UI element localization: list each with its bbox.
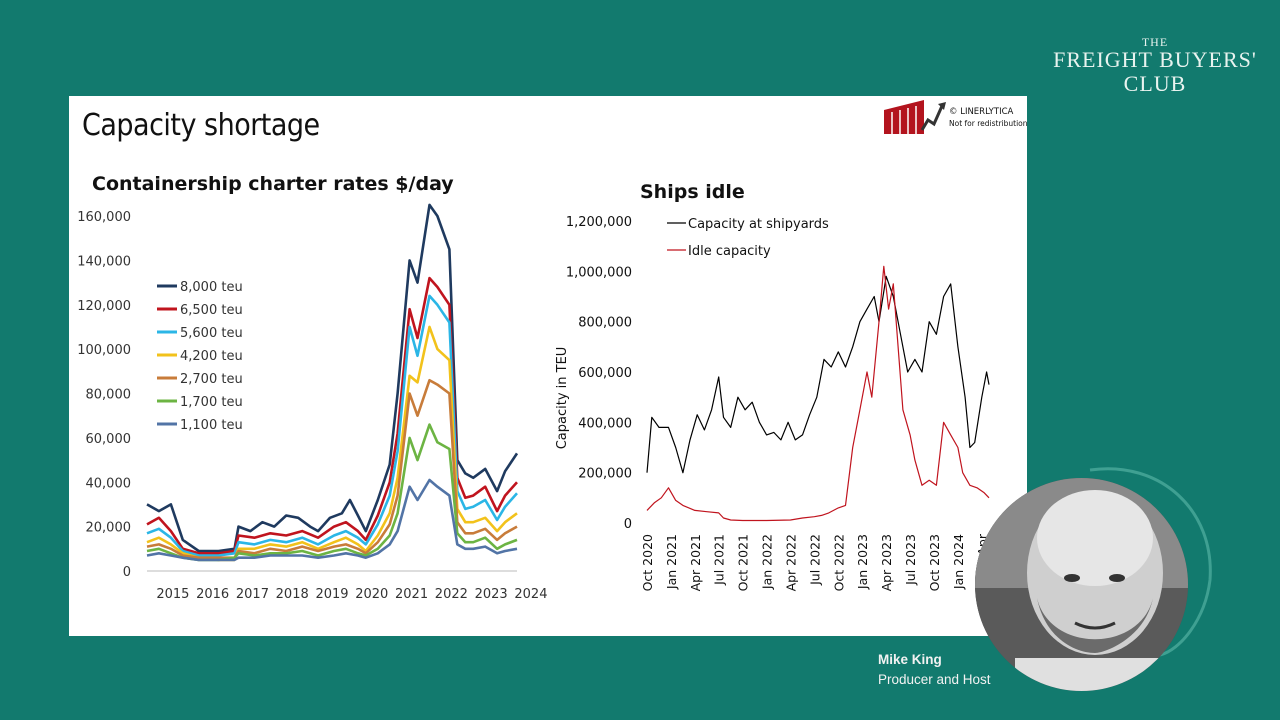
- chart1-series-line: [146, 378, 518, 559]
- chart2-y-tick: 800,000: [578, 316, 632, 331]
- chart2-x-tick: Jul 2023: [903, 534, 918, 586]
- linerlytica-logo: © LINERLYTICA Not for redistribution: [884, 100, 1028, 134]
- host-photo-icon: [975, 478, 1188, 691]
- chart1-legend-label: 4,200 teu: [180, 349, 243, 364]
- chart2-x-tick: Oct 2023: [927, 534, 942, 591]
- chart2-legend-label: Idle capacity: [688, 244, 771, 259]
- chart2-y-tick: 1,000,000: [566, 265, 632, 280]
- host-role: Producer and Host: [878, 672, 991, 687]
- chart1-legend-label: 5,600 teu: [180, 326, 243, 341]
- chart1-series-line: [146, 276, 518, 555]
- chart2-x-tick: Oct 2021: [736, 534, 751, 591]
- chart1-y-tick: 80,000: [86, 388, 132, 403]
- chart1-series-line: [146, 423, 518, 562]
- chart1-y-tick: 160,000: [77, 210, 131, 225]
- chart1-legend-label: 6,500 teu: [180, 303, 243, 318]
- chart1-x-tick: 2018: [276, 587, 309, 602]
- chart1-legend-label: 2,700 teu: [180, 372, 243, 387]
- chart2-x-tick: Jan 2022: [760, 534, 775, 590]
- chart1-legend-label: 1,100 teu: [180, 418, 243, 433]
- chart2-y-label: Capacity in TEU: [555, 347, 570, 450]
- chart1-x-tick: 2020: [355, 587, 388, 602]
- chart1-x-tick: 2024: [514, 587, 547, 602]
- chart2-y-tick: 0: [624, 517, 632, 532]
- chart1-y-tick: 20,000: [86, 521, 132, 536]
- chart1-legend-label: 1,700 teu: [180, 395, 243, 410]
- chart1-series-line: [146, 203, 519, 553]
- freight-buyers-club-brand: THE FREIGHT BUYERS' CLUB: [1030, 36, 1280, 96]
- chart2-legend-label: Capacity at shipyards: [688, 217, 829, 232]
- chart1-x-tick: 2016: [196, 587, 229, 602]
- host-name: Mike King: [878, 652, 942, 667]
- chart1-y-tick: 100,000: [77, 343, 131, 358]
- brand-the: THE: [1141, 35, 1169, 49]
- chart1-x-tick: 2021: [395, 587, 428, 602]
- chart1-title: Containership charter rates $/day: [92, 173, 454, 195]
- chart2-x-tick: Jul 2022: [807, 534, 822, 586]
- chart2-x-tick: Oct 2020: [640, 534, 655, 591]
- logo-text: © LINERLYTICA: [949, 107, 1014, 117]
- chart1-x-tick: 2019: [315, 587, 348, 602]
- chart1-legend-label: 8,000 teu: [180, 280, 243, 295]
- decorative-outline: [1089, 467, 1212, 657]
- chart2-y-tick: 200,000: [578, 467, 632, 482]
- chart1-y-tick: 60,000: [86, 432, 132, 447]
- chart1-y-tick: 120,000: [77, 299, 131, 314]
- logo-subtext: Not for redistribution: [949, 119, 1028, 128]
- chart2-x-tick: Apr 2021: [688, 534, 703, 591]
- slide-title: Capacity shortage: [82, 108, 320, 143]
- chart2-series-line: [646, 265, 990, 522]
- chart2-x-tick: Jan 2023: [855, 534, 870, 590]
- chart2-title: Ships idle: [640, 181, 745, 203]
- chart2-x-tick: Apr 2023: [879, 534, 894, 591]
- chart2-x-tick: Oct 2022: [831, 534, 846, 591]
- brand-line2: CLUB: [1123, 71, 1187, 96]
- chart1-x-tick: 2015: [156, 587, 189, 602]
- chart1-series-line: [146, 478, 518, 562]
- chart2-x-tick: Jan 2024: [951, 534, 966, 590]
- chart1-y-tick: 0: [123, 565, 131, 580]
- chart2-series-line: [646, 275, 990, 474]
- chart1-x-tick: 2023: [475, 587, 508, 602]
- charts-canvas: Containership charter rates $/day 0 20,000…: [77, 173, 990, 602]
- chart2-y-tick: 400,000: [578, 416, 632, 431]
- chart1-y-tick: 40,000: [86, 476, 132, 491]
- brand-line1: FREIGHT BUYERS': [1053, 47, 1257, 72]
- host-avatar: [975, 478, 1188, 691]
- chart1-x-tick: 2017: [236, 587, 269, 602]
- chart2-x-tick: Jul 2021: [712, 534, 727, 586]
- chart2-x-tick: Jan 2021: [664, 534, 679, 590]
- chart2-x-tick: Apr 2022: [783, 534, 798, 591]
- chart1-series-line: [146, 294, 518, 557]
- chart1-x-tick: 2022: [435, 587, 468, 602]
- container-stack-icon: [884, 100, 946, 134]
- chart2-y-tick: 600,000: [578, 366, 632, 381]
- chart2-y-tick: 1,200,000: [566, 215, 632, 230]
- slide: Capacity shortage © LINERLYTICA Not for …: [69, 96, 1028, 636]
- chart1-y-tick: 140,000: [77, 254, 131, 269]
